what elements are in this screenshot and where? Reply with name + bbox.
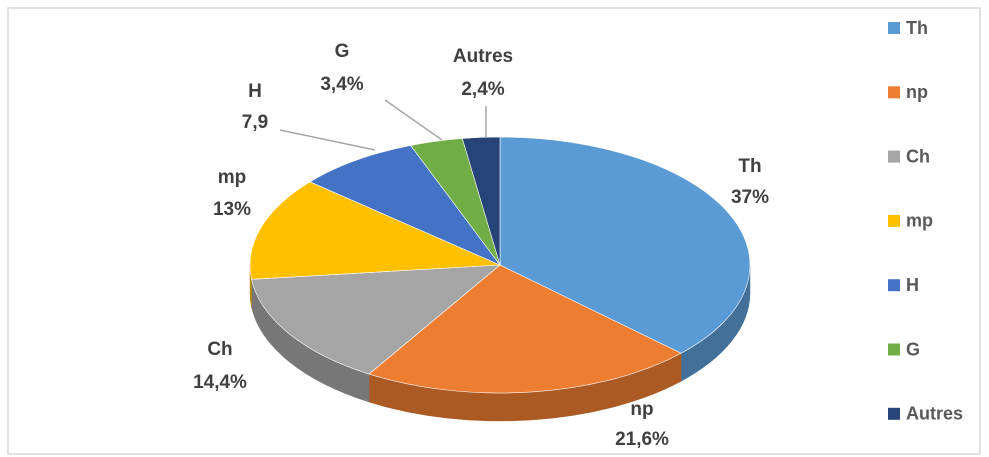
legend-swatch (888, 279, 900, 292)
leader-line (384, 99, 443, 141)
slice (309, 145, 501, 266)
slice (251, 264, 501, 375)
slice-category-label: mp (218, 167, 247, 188)
slice-category-label: Ch (207, 339, 232, 360)
slice (368, 264, 682, 394)
slice-value-label: 37% (731, 187, 769, 208)
legend-label: Ch (906, 146, 930, 166)
slice (499, 136, 751, 354)
slice-category-label: Th (738, 156, 761, 177)
legend-label: mp (906, 211, 933, 231)
slice-category-label: np (630, 399, 653, 420)
slice (461, 136, 501, 266)
slice-value-label: 13% (213, 199, 251, 220)
slice (249, 181, 501, 280)
legend-swatch (888, 150, 900, 163)
legend-label: G (906, 339, 920, 359)
slice-value-label: 21,6% (615, 429, 669, 450)
legend-swatch (888, 407, 900, 420)
legend-swatch (888, 86, 900, 99)
legend-swatch (888, 214, 900, 227)
legend-swatch (888, 343, 900, 356)
slice-category-label: Autres (453, 46, 513, 67)
legend-label: Th (906, 18, 928, 38)
slice-value-label: 7,9 (242, 112, 268, 133)
legend-swatch (888, 22, 900, 34)
leader-line (279, 129, 376, 151)
slice-category-label: G (335, 41, 350, 62)
legend-label: np (906, 82, 928, 102)
legend-label: H (906, 275, 919, 295)
slice-value-label: 3,4% (320, 74, 363, 95)
legend-label: Autres (906, 404, 963, 424)
slice-value-label: 14,4% (193, 372, 247, 393)
slice-category-label: H (248, 81, 262, 102)
slice-value-label: 2,4% (461, 79, 504, 100)
